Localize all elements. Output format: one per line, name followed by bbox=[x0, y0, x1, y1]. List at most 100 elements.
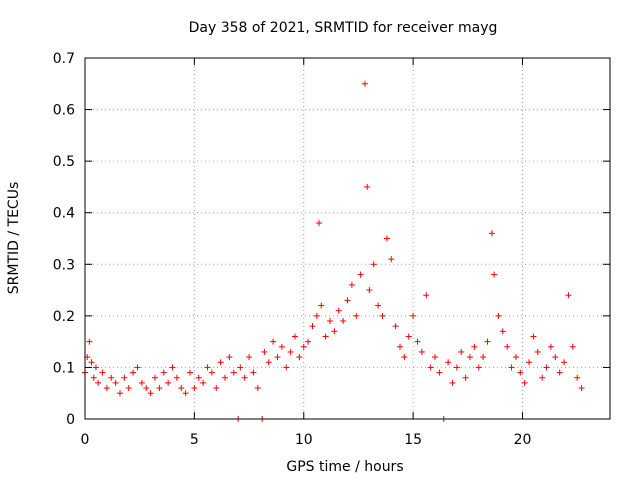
data-point bbox=[335, 307, 342, 314]
data-point bbox=[296, 354, 303, 361]
data-point bbox=[278, 343, 285, 350]
data-point bbox=[265, 359, 272, 366]
data-point bbox=[99, 369, 106, 376]
data-point bbox=[103, 385, 110, 392]
data-point bbox=[475, 364, 482, 371]
data-point bbox=[130, 369, 137, 376]
data-point bbox=[246, 354, 253, 361]
data-point bbox=[313, 312, 320, 319]
data-point bbox=[362, 80, 368, 87]
data-point bbox=[401, 354, 408, 361]
data-point bbox=[95, 379, 102, 386]
y-axis-label: SRMTID / TECUs bbox=[6, 182, 22, 295]
data-point bbox=[552, 354, 559, 361]
data-point bbox=[241, 374, 248, 381]
data-point bbox=[504, 343, 511, 350]
data-point bbox=[499, 328, 506, 335]
data-point bbox=[578, 385, 585, 392]
data-point bbox=[270, 338, 277, 345]
data-point bbox=[309, 323, 316, 330]
data-point bbox=[353, 312, 360, 319]
x-tick-label: 20 bbox=[514, 432, 532, 448]
data-point bbox=[173, 374, 180, 381]
data-point bbox=[204, 364, 211, 371]
data-point bbox=[491, 271, 498, 278]
data-point bbox=[121, 374, 128, 381]
data-point bbox=[292, 333, 298, 340]
data-point bbox=[117, 390, 123, 397]
data-point bbox=[160, 369, 167, 376]
data-point bbox=[364, 183, 371, 190]
data-point bbox=[322, 333, 329, 340]
data-point bbox=[316, 220, 323, 227]
data-point bbox=[169, 364, 176, 371]
data-point bbox=[213, 385, 220, 392]
data-point bbox=[92, 364, 99, 371]
data-point bbox=[574, 374, 581, 381]
axis-ticks: 0 0.1 0.2 0.3 0.4 0.5 0.6 0.7 0 5 10 15 20 bbox=[53, 51, 610, 448]
data-point bbox=[90, 374, 97, 381]
data-point bbox=[526, 359, 533, 366]
data-point bbox=[222, 374, 228, 381]
data-point bbox=[471, 343, 478, 350]
data-point bbox=[86, 338, 93, 345]
y-tick-label: 0.7 bbox=[53, 51, 75, 67]
data-point bbox=[445, 359, 452, 366]
data-point bbox=[480, 354, 487, 361]
x-tick-label: 10 bbox=[295, 432, 313, 448]
y-tick-label: 0.5 bbox=[53, 154, 75, 170]
data-point bbox=[508, 364, 515, 371]
data-point bbox=[152, 374, 158, 381]
data-point bbox=[405, 333, 412, 340]
x-tick-label: 5 bbox=[190, 432, 199, 448]
data-point bbox=[462, 374, 469, 381]
data-point bbox=[195, 374, 202, 381]
data-point bbox=[191, 385, 198, 392]
data-point bbox=[467, 354, 473, 361]
data-point bbox=[453, 364, 460, 371]
data-point bbox=[200, 379, 207, 386]
data-point bbox=[543, 364, 550, 371]
data-point bbox=[392, 323, 399, 330]
data-point bbox=[432, 354, 438, 361]
data-point bbox=[517, 369, 524, 376]
data-point bbox=[547, 343, 554, 350]
data-point bbox=[88, 359, 95, 366]
data-point bbox=[331, 328, 338, 335]
data-point bbox=[165, 379, 172, 386]
data-point bbox=[512, 354, 519, 361]
data-point bbox=[370, 261, 377, 268]
x-tick-label: 15 bbox=[404, 432, 422, 448]
grid-lines bbox=[85, 58, 610, 419]
data-point bbox=[556, 369, 563, 376]
data-point bbox=[143, 385, 150, 392]
data-point bbox=[427, 364, 434, 371]
data-point bbox=[436, 369, 443, 376]
data-point bbox=[283, 364, 290, 371]
data-point bbox=[254, 385, 261, 392]
data-point bbox=[230, 369, 237, 376]
data-point bbox=[138, 379, 145, 386]
y-tick-label: 0 bbox=[66, 412, 75, 428]
data-point bbox=[261, 348, 268, 355]
data-point bbox=[305, 338, 312, 345]
data-point bbox=[414, 338, 421, 345]
data-point bbox=[156, 385, 163, 392]
chart-title: Day 358 of 2021, SRMTID for receiver may… bbox=[189, 20, 498, 36]
data-point bbox=[569, 343, 576, 350]
data-point bbox=[388, 256, 395, 263]
data-point bbox=[366, 287, 373, 294]
data-point bbox=[274, 354, 281, 361]
data-point bbox=[375, 302, 382, 309]
y-tick-label: 0.2 bbox=[53, 309, 75, 325]
data-point bbox=[237, 364, 244, 371]
data-point bbox=[178, 385, 185, 392]
data-point bbox=[488, 230, 495, 237]
data-point bbox=[539, 374, 546, 381]
data-point bbox=[182, 390, 189, 397]
data-point bbox=[530, 333, 537, 340]
data-point bbox=[217, 359, 224, 366]
data-point bbox=[147, 390, 154, 397]
data-point bbox=[187, 369, 193, 376]
data-point bbox=[327, 318, 333, 325]
